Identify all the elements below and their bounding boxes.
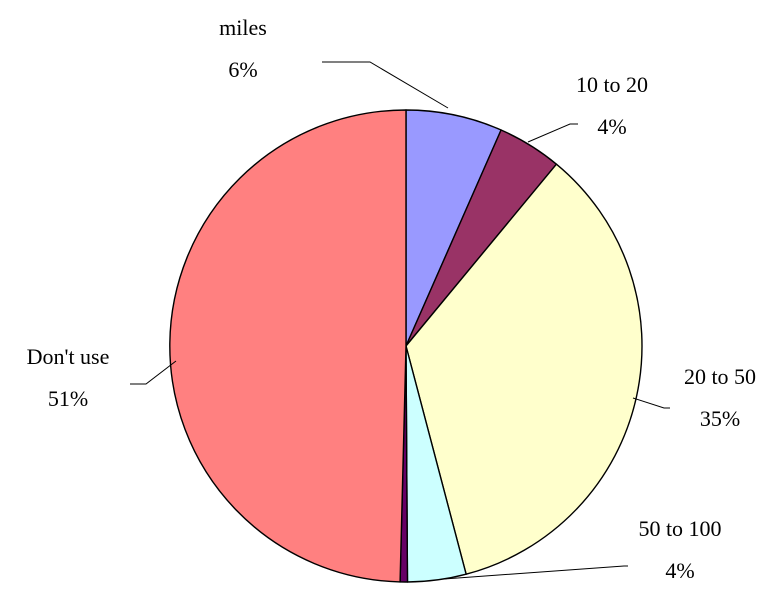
- category-label-20-to-50-0: 20 to 50: [684, 364, 756, 389]
- category-label-less-than-10-miles-1: miles: [219, 15, 267, 40]
- leader-line-20-to-50: [632, 397, 670, 409]
- leader-lines: [130, 61, 670, 580]
- leader-line-10-to-20: [527, 123, 578, 143]
- pct-label-20-to-50: 35%: [700, 406, 740, 431]
- leader-line-less-than-10-miles: [322, 61, 449, 109]
- pct-label-don-t-use: 51%: [48, 386, 88, 411]
- leader-line-don-t-use: [130, 360, 177, 385]
- pie-slice-don-t-use: [169, 109, 407, 583]
- pie-slice-20-to-50: [405, 163, 643, 575]
- category-label-10-to-20-0: 10 to 20: [576, 72, 648, 97]
- pct-label-less-than-10-miles: 6%: [228, 57, 257, 82]
- category-label-don-t-use-0: Don't use: [27, 344, 110, 369]
- pct-label-10-to-20: 4%: [597, 114, 626, 139]
- slice-labels: Less than 10miles6%10 to 204%20 to 5035%…: [27, 15, 756, 583]
- leader-line-50-to-100: [443, 565, 628, 580]
- pct-label-50-to-100: 4%: [665, 558, 694, 583]
- pie-slices: [169, 109, 643, 583]
- category-label-50-to-100-0: 50 to 100: [638, 516, 721, 541]
